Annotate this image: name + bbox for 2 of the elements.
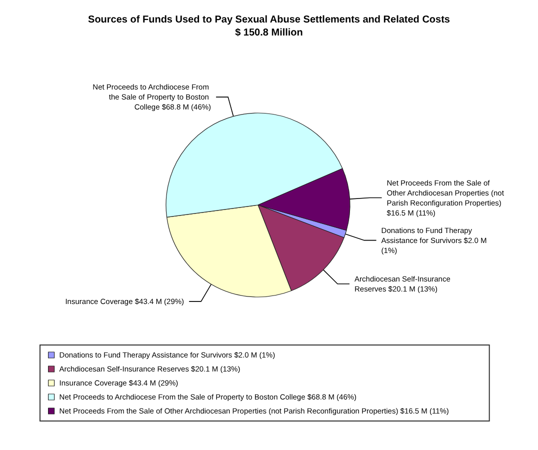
chart-title: Sources of Funds Used to Pay Sexual Abuse Settlements and Related Costs <box>88 14 450 26</box>
chart-subtitle: $ 150.8 Million <box>235 28 303 38</box>
